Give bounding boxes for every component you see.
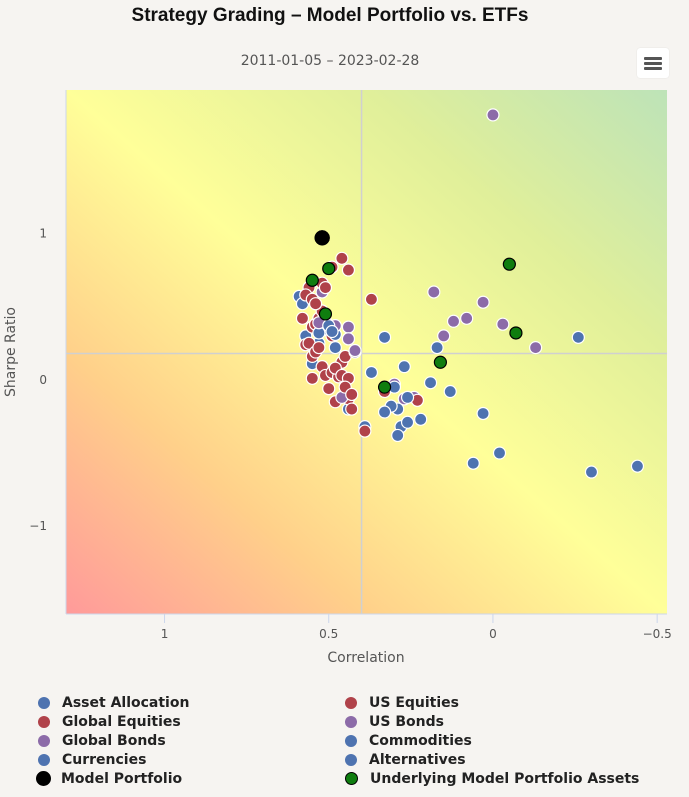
y-axis-title: Sharpe Ratio [3, 307, 19, 397]
point-commodities[interactable] [571, 330, 585, 344]
point-commodities[interactable] [443, 384, 457, 399]
legend-marker-icon [345, 715, 357, 728]
point-global-bonds[interactable] [341, 320, 356, 334]
point-global-bonds[interactable] [476, 295, 490, 309]
point-underlying-model-portfolio-assets[interactable] [502, 257, 516, 271]
point-global-bonds[interactable] [529, 341, 543, 355]
legend-item-alternatives[interactable]: Alternatives [345, 750, 466, 769]
legend-marker-icon [38, 715, 50, 728]
point-global-equities[interactable] [295, 311, 310, 325]
legend-label: Underlying Model Portfolio Assets [370, 770, 640, 787]
point-asset-allocation[interactable] [328, 341, 342, 355]
y-tick-label: 1 [39, 226, 47, 240]
point-us-equities[interactable] [345, 387, 359, 402]
chart-subtitle: 2011-01-05 – 2023-02-28 [240, 53, 420, 69]
chart-title: Strategy Grading – Model Portfolio vs. E… [131, 5, 529, 26]
legend-item-underlying-model-portfolio-assets[interactable]: Underlying Model Portfolio Assets [345, 769, 639, 788]
y-tick-label: −1 [29, 519, 47, 533]
point-commodities[interactable] [430, 341, 444, 355]
legend-item-model-portfolio[interactable]: Model Portfolio [36, 769, 183, 788]
legend-item-us-equities[interactable]: US Equities [345, 693, 459, 712]
x-tick-label: 1 [161, 627, 169, 641]
legend-marker-icon [38, 753, 50, 766]
x-tick-label: 0 [489, 627, 497, 641]
legend-marker-icon [38, 734, 50, 747]
point-alternatives[interactable] [325, 324, 339, 339]
point-asset-allocation[interactable] [364, 365, 379, 380]
point-underlying-model-portfolio-assets[interactable] [509, 326, 523, 340]
legend-label: Alternatives [369, 751, 466, 768]
legend-item-commodities[interactable]: Commodities [345, 731, 472, 750]
legend-item-global-bonds[interactable]: Global Bonds [38, 731, 166, 750]
point-underlying-model-portfolio-assets[interactable] [318, 307, 333, 321]
point-commodities[interactable] [397, 360, 411, 374]
point-global-equities[interactable] [312, 341, 326, 355]
point-commodities[interactable] [377, 405, 392, 419]
point-underlying-model-portfolio-assets[interactable] [377, 380, 392, 394]
point-us-equities[interactable] [308, 297, 323, 311]
point-commodities[interactable] [400, 390, 415, 404]
chart-menu-button[interactable] [637, 48, 669, 78]
point-us-bonds[interactable] [341, 332, 356, 346]
point-model-portfolio[interactable] [314, 230, 330, 246]
point-global-bonds[interactable] [427, 285, 441, 299]
legend-marker-icon [345, 696, 357, 709]
point-us-equities[interactable] [364, 292, 379, 306]
x-tick-label: 0.5 [319, 627, 338, 641]
point-commodities[interactable] [476, 406, 490, 421]
point-commodities[interactable] [391, 428, 405, 443]
point-us-equities[interactable] [305, 371, 319, 385]
legend-marker-icon [345, 753, 357, 766]
point-underlying-model-portfolio-assets[interactable] [322, 261, 336, 276]
legend-marker-icon [36, 771, 51, 786]
legend-marker-icon [345, 734, 357, 747]
point-commodities[interactable] [630, 459, 645, 473]
point-us-equities[interactable] [335, 251, 349, 265]
point-us-equities[interactable] [341, 263, 356, 277]
legend-label: Global Equities [62, 713, 181, 730]
legend-item-currencies[interactable]: Currencies [38, 750, 146, 769]
point-underlying-model-portfolio-assets[interactable] [305, 273, 319, 287]
legend-item-asset-allocation[interactable]: Asset Allocation [38, 693, 189, 712]
legend-label: US Bonds [369, 713, 444, 730]
point-us-equities[interactable] [318, 280, 333, 295]
point-commodities[interactable] [414, 412, 428, 426]
legend-item-us-bonds[interactable]: US Bonds [345, 712, 444, 731]
scatter-chart: 1 0.5 0 −0.5 1 0 −1 Correlation Sharpe Ratio [3, 90, 672, 666]
legend-label: Currencies [62, 751, 147, 768]
legend-label: Commodities [369, 732, 472, 749]
legend-label: Asset Allocation [62, 694, 190, 711]
legend-item-global-equities[interactable]: Global Equities [38, 712, 181, 731]
point-global-bonds[interactable] [496, 317, 510, 331]
point-commodities[interactable] [466, 456, 480, 470]
point-global-equities[interactable] [322, 381, 336, 396]
chart-legend: Asset Allocation US Equities Global Equiti… [36, 693, 678, 793]
axes: 1 0.5 0 −0.5 1 0 −1 [29, 90, 672, 641]
hamburger-icon [644, 57, 662, 60]
plot-background [66, 90, 667, 614]
point-commodities[interactable] [423, 376, 438, 390]
legend-label: US Equities [369, 694, 459, 711]
point-global-bonds[interactable] [460, 311, 474, 325]
point-commodities[interactable] [492, 446, 507, 460]
point-global-bonds[interactable] [437, 329, 451, 343]
point-global-bonds[interactable] [446, 314, 461, 328]
point-underlying-model-portfolio-assets[interactable] [433, 355, 447, 369]
point-commodities[interactable] [584, 465, 599, 479]
x-tick-label: −0.5 [643, 627, 672, 641]
point-global-bonds[interactable] [486, 108, 500, 122]
data-points [292, 108, 645, 479]
point-commodities[interactable] [400, 415, 415, 429]
point-global-equities[interactable] [345, 402, 359, 416]
x-axis-title: Correlation [327, 650, 404, 666]
legend-marker-icon [345, 772, 358, 785]
point-commodities[interactable] [377, 330, 392, 344]
legend-label: Model Portfolio [61, 770, 183, 787]
point-us-bonds[interactable] [348, 343, 362, 358]
legend-marker-icon [38, 696, 50, 709]
point-us-equities[interactable] [358, 424, 372, 438]
y-tick-label: 0 [39, 373, 47, 387]
legend-label: Global Bonds [62, 732, 166, 749]
